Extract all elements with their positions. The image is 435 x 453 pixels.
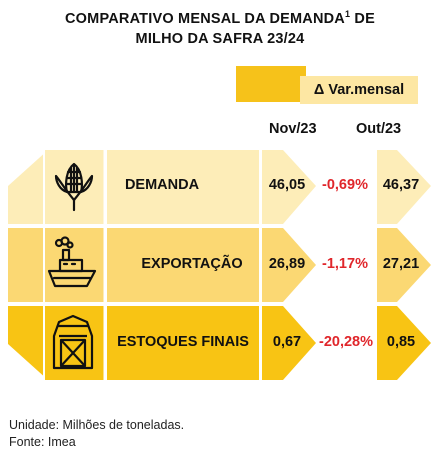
row2-left-cell	[8, 228, 44, 302]
row3-current-value: 0,67	[272, 334, 302, 350]
row-label-estoques-finais: ESTOQUES FINAIS	[117, 334, 249, 350]
row3-label-cell	[107, 306, 259, 380]
title-line-1: COMPARATIVO MENSAL DA DEMANDA	[65, 11, 345, 27]
title-line-1-end: DE	[350, 11, 375, 27]
corn-icon	[54, 162, 94, 212]
row3-variation: -20,28%	[318, 334, 373, 350]
legend-label: Δ Var.mensal	[300, 76, 418, 104]
column-header-current: Nov/23	[269, 121, 317, 137]
row3-current-arrow	[262, 306, 316, 380]
row1-current-value: 46,05	[268, 177, 306, 193]
row2-current-arrow	[262, 228, 316, 302]
row1-variation: -0,69%	[322, 177, 368, 193]
row1-left-fold	[8, 150, 48, 224]
row-label-demanda: DEMANDA	[124, 177, 200, 193]
footnote-marker: 1	[344, 9, 351, 20]
row3-left-fold	[8, 306, 48, 380]
row2-previous-arrow	[377, 228, 431, 302]
row-label-exportacao: EXPORTAÇÃO	[141, 256, 243, 272]
legend-swatch	[236, 66, 306, 102]
column-header-previous: Out/23	[356, 121, 402, 137]
row3-previous-arrow	[377, 306, 431, 380]
row2-previous-value: 27,21	[382, 256, 420, 272]
row2-variation: -1,17%	[322, 256, 368, 272]
row1-label-cell	[107, 150, 259, 224]
row3-previous-value: 0,85	[386, 334, 416, 350]
row1-previous-arrow	[377, 150, 431, 224]
row1-current-arrow	[262, 150, 316, 224]
row1-previous-value: 46,37	[382, 177, 420, 193]
row2-label-cell	[107, 228, 259, 302]
title-line-2: MILHO DA SAFRA 23/24	[135, 31, 305, 47]
barn-icon	[52, 314, 94, 370]
row2-current-value: 26,89	[268, 256, 306, 272]
unit-note: Unidade: Milhões de toneladas.	[9, 418, 185, 432]
ship-icon	[47, 236, 97, 288]
page-title: COMPARATIVO MENSAL DA DEMANDA1 DE MILHO …	[40, 9, 400, 49]
source-note: Fonte: Imea	[9, 435, 76, 449]
